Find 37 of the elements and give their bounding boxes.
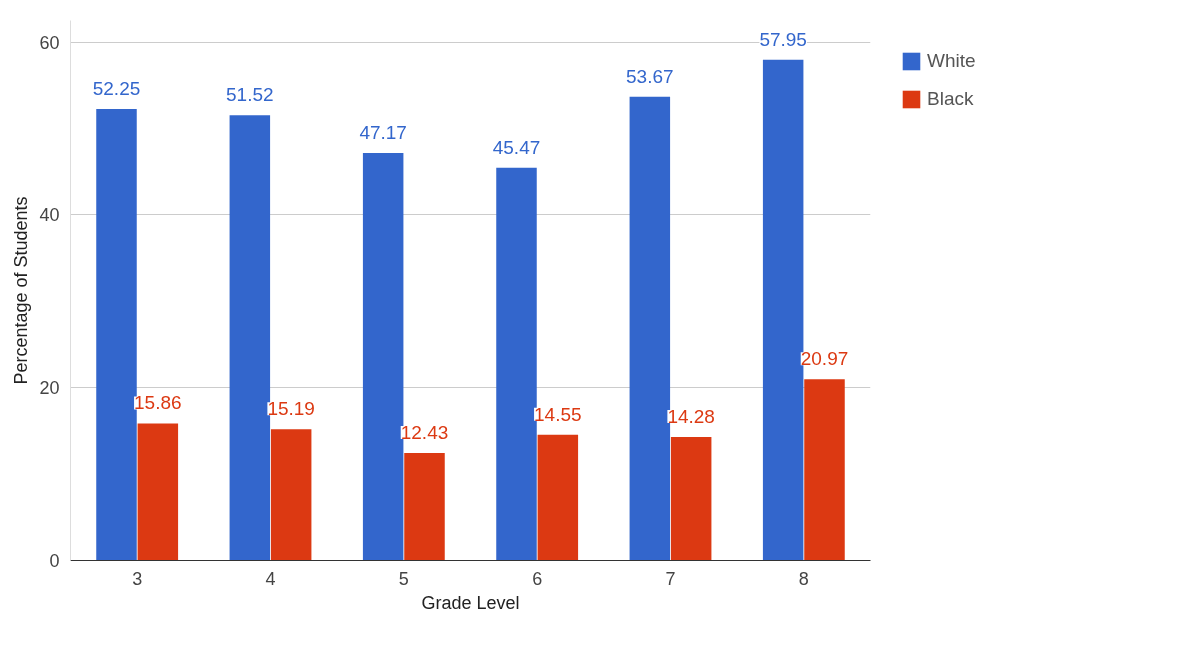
bar	[96, 109, 137, 561]
legend-label: Black	[927, 88, 974, 110]
bar	[270, 429, 312, 561]
data-label: 14.28	[667, 406, 715, 428]
bar	[629, 96, 671, 561]
x-tick-label: 7	[665, 568, 676, 589]
bar	[804, 379, 845, 561]
x-tick-label: 8	[798, 568, 809, 589]
x-axis-title: Grade Level	[421, 592, 520, 613]
data-label: 51.52	[226, 84, 274, 106]
data-label: 53.67	[626, 65, 674, 87]
bar	[404, 453, 445, 561]
data-label: 47.17	[359, 121, 407, 143]
data-label: 57.95	[759, 28, 807, 50]
y-tick-label: 40	[39, 205, 60, 226]
bar	[362, 152, 404, 561]
y-tick-label: 60	[39, 32, 60, 53]
bar	[670, 437, 712, 561]
y-tick-label: 0	[49, 551, 60, 571]
x-tick-label: 6	[532, 568, 543, 589]
x-tick-label: 3	[132, 568, 143, 589]
data-label: 12.43	[400, 422, 449, 444]
x-tick-label: 5	[398, 568, 409, 589]
data-label: 45.47	[492, 136, 541, 158]
y-tick-label: 20	[39, 378, 60, 399]
x-tick-label: 4	[265, 568, 276, 589]
y-axis-title: Percentage of Students	[11, 196, 32, 385]
data-label: 14.55	[534, 403, 582, 425]
data-label: 15.86	[134, 392, 182, 414]
bar	[137, 423, 179, 561]
data-label: 20.97	[800, 348, 849, 370]
legend-label: White	[927, 50, 976, 72]
bar	[229, 115, 271, 561]
bar	[496, 167, 537, 561]
data-label: 15.19	[267, 398, 315, 420]
data-label: 52.25	[92, 78, 141, 100]
bar	[537, 434, 579, 561]
